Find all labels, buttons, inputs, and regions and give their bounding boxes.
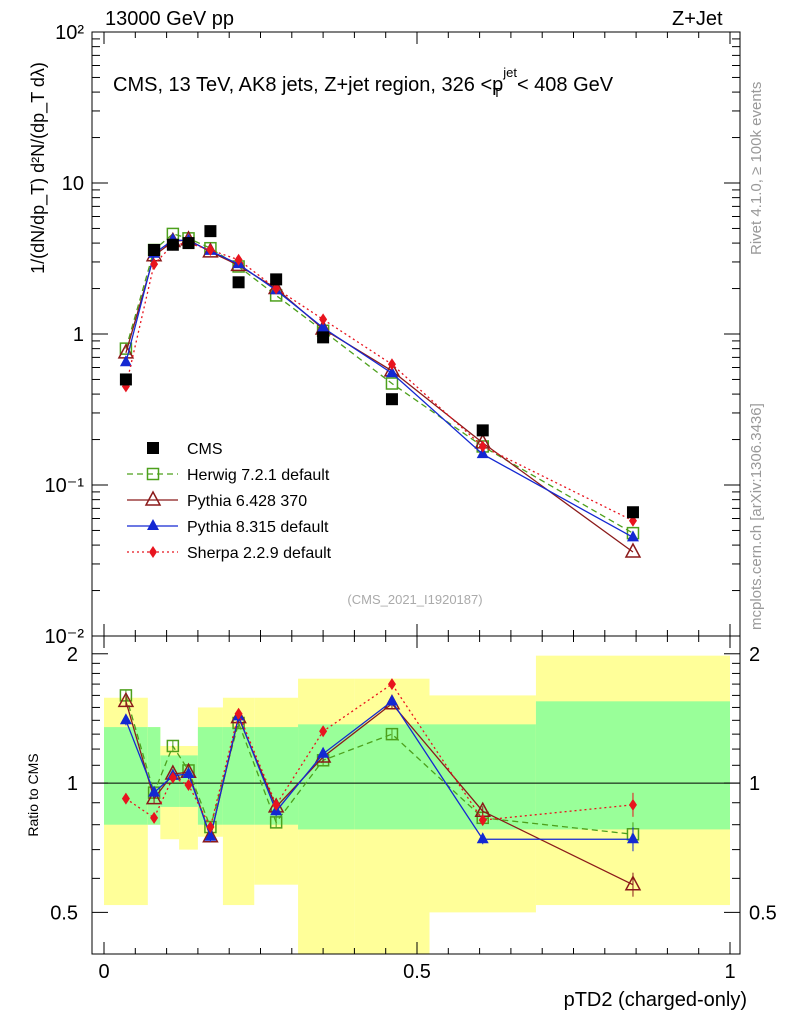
header-right: Z+Jet bbox=[672, 8, 723, 30]
ratio-point-1 bbox=[624, 875, 642, 891]
ratio-point-2 bbox=[204, 829, 217, 841]
y-tick-label: 10² bbox=[55, 22, 84, 44]
legend-marker-1 bbox=[144, 490, 162, 506]
cms-point bbox=[119, 373, 132, 386]
series-point-3 bbox=[478, 440, 487, 453]
ratio-panel-frame bbox=[91, 635, 741, 955]
ratio-tick-label: 0.5 bbox=[50, 902, 78, 924]
ratio-tick-label: 2 bbox=[749, 644, 760, 666]
ratio-point-3 bbox=[628, 798, 637, 811]
cms-point bbox=[148, 243, 161, 256]
ratio-point-0 bbox=[166, 739, 180, 753]
legend-label-1: Pythia 6.428 370 bbox=[187, 493, 307, 510]
series-point-3 bbox=[150, 258, 159, 271]
legend-marker-3 bbox=[149, 546, 157, 558]
cms-point bbox=[385, 393, 398, 406]
ratio-point-1 bbox=[145, 789, 163, 805]
y-tick-label: 10⁻² bbox=[45, 626, 85, 648]
ratio-point-0 bbox=[385, 727, 399, 741]
legend-label-cms: CMS bbox=[187, 441, 223, 458]
legend-marker-2 bbox=[147, 519, 159, 530]
ratio-tick-label: 0.5 bbox=[749, 902, 777, 924]
ratio-tick-label: 2 bbox=[67, 644, 78, 666]
series-point-2 bbox=[626, 530, 639, 542]
x-tick-label: 1 bbox=[724, 961, 735, 983]
ratio-point-2 bbox=[476, 832, 489, 844]
ratio-point-2 bbox=[119, 713, 132, 725]
series-point-2 bbox=[119, 355, 132, 367]
ratio-point-3 bbox=[387, 678, 396, 691]
series-point-0 bbox=[385, 377, 399, 390]
legend-marker-cms bbox=[147, 442, 159, 454]
ratio-point-2 bbox=[626, 832, 639, 844]
x-axis-label: pTD2 (charged-only) bbox=[564, 989, 747, 1011]
series-point-0 bbox=[119, 342, 133, 355]
ratio-point-3 bbox=[121, 792, 130, 805]
series-point-3 bbox=[234, 253, 243, 266]
band-inner bbox=[104, 727, 148, 825]
series-point-3 bbox=[272, 282, 281, 295]
cms-point bbox=[182, 237, 195, 250]
series-point-1 bbox=[624, 542, 642, 558]
ratio-point-3 bbox=[184, 778, 193, 791]
y-tick-label: 10 bbox=[62, 173, 84, 195]
legend-label-3: Sherpa 2.2.9 default bbox=[187, 545, 332, 562]
series-point-2 bbox=[476, 447, 489, 459]
cms-point bbox=[166, 238, 179, 251]
ratio-point-3 bbox=[319, 725, 328, 738]
cms-point bbox=[270, 273, 283, 286]
ratio-axis-label: Ratio to CMS bbox=[25, 753, 41, 836]
ratio-point-1 bbox=[117, 691, 135, 708]
band-inner bbox=[147, 727, 161, 825]
series-line-0 bbox=[125, 233, 634, 534]
cms-point bbox=[317, 331, 330, 344]
cms-point bbox=[626, 506, 639, 519]
y-tick-label: 1 bbox=[73, 324, 84, 346]
y-axis-label-text: 1/(dN/dp_T) d²N/(dp_T dλ) bbox=[28, 62, 49, 274]
ratio-point-3 bbox=[206, 821, 215, 834]
header-left: 13000 GeV pp bbox=[105, 8, 234, 30]
band-inner bbox=[197, 727, 223, 825]
band-inner bbox=[160, 755, 180, 807]
series-point-3 bbox=[387, 358, 396, 371]
ratio-point-3 bbox=[272, 798, 281, 811]
ratio-point-2 bbox=[385, 694, 398, 706]
legend-label-2: Pythia 8.315 default bbox=[187, 519, 329, 536]
cms-point bbox=[232, 276, 245, 289]
ratio-point-3 bbox=[234, 707, 243, 720]
series-point-2 bbox=[385, 366, 398, 378]
y-tick-label: 10⁻¹ bbox=[45, 475, 85, 497]
cms-point bbox=[204, 225, 217, 238]
ratio-line-0 bbox=[125, 695, 634, 835]
ratio-point-3 bbox=[478, 814, 487, 827]
ratio-point-2 bbox=[182, 766, 195, 778]
series-point-3 bbox=[206, 243, 215, 256]
ratio-tick-label: 1 bbox=[67, 773, 78, 795]
ratio-point-3 bbox=[150, 811, 159, 824]
cms-point bbox=[476, 424, 489, 437]
band-inner bbox=[354, 724, 430, 830]
ratio-point-0 bbox=[269, 816, 283, 829]
legend-marker-0 bbox=[146, 467, 160, 481]
series-point-3 bbox=[319, 313, 328, 326]
series-point-2 bbox=[317, 320, 330, 332]
y-axis-label: 1/(dN/dp_T) d²N/(dp_T dλ) bbox=[28, 62, 49, 274]
chart-title: CMS, 13 TeV, AK8 jets, Z+jet region, 326… bbox=[113, 65, 614, 100]
analysis-ref: (CMS_2021_I1920187) bbox=[347, 592, 482, 607]
ratio-point-2 bbox=[317, 746, 330, 758]
x-tick-label: 0 bbox=[98, 961, 109, 983]
ratio-point-2 bbox=[148, 785, 161, 797]
ratio-point-3 bbox=[168, 771, 177, 784]
legend-label-0: Herwig 7.2.1 default bbox=[187, 467, 330, 484]
band-inner bbox=[298, 724, 355, 830]
x-tick-label: 0.5 bbox=[403, 961, 431, 983]
ratio-tick-label: 1 bbox=[749, 773, 760, 795]
